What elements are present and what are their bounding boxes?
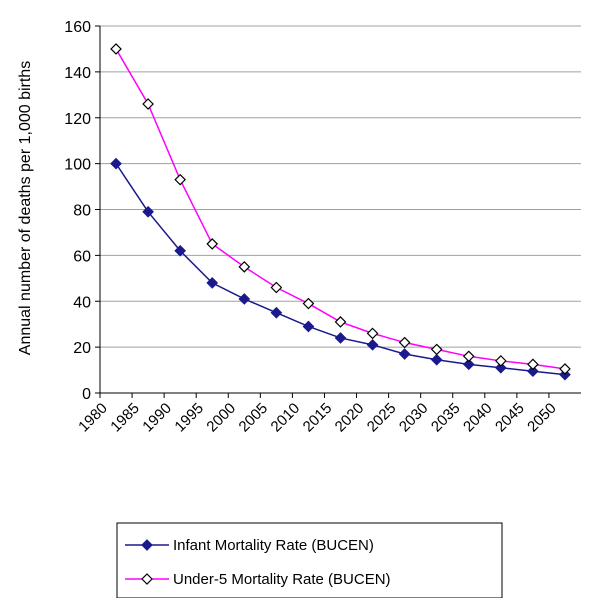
series-group — [110, 43, 571, 381]
x-tick-label: 2035 — [428, 400, 464, 436]
legend-marker-swatch — [141, 573, 153, 585]
legend-box — [116, 522, 503, 599]
x-tick-label: 2005 — [236, 400, 272, 436]
data-point-marker — [238, 293, 251, 305]
x-tick-label: 1995 — [171, 400, 207, 436]
tick-labels: 0204060801001201401601980198519901995200… — [64, 19, 559, 435]
x-tick-label: 2040 — [460, 400, 496, 436]
legend-entry-2: Under-5 Mortality Rate (BUCEN) — [125, 571, 391, 588]
gridlines — [100, 25, 581, 348]
y-axis-title: Annual number of deaths per 1,000 births — [17, 61, 34, 355]
data-point-marker — [494, 355, 507, 367]
y-tick-label: 100 — [64, 157, 91, 174]
data-point-marker — [238, 260, 251, 273]
x-tick-label: 2025 — [364, 400, 400, 436]
x-tick-label: 2030 — [396, 400, 432, 436]
y-tick-label: 0 — [82, 386, 91, 403]
legend-label: Under-5 Mortality Rate (BUCEN) — [173, 571, 391, 588]
data-point-marker — [430, 343, 443, 356]
y-tick-label: 60 — [73, 248, 91, 265]
y-tick-label: 40 — [73, 294, 91, 311]
data-point-marker — [462, 358, 475, 371]
data-point-marker — [398, 336, 411, 349]
y-tick-label: 140 — [64, 65, 91, 82]
data-point-marker — [110, 157, 122, 170]
data-point-marker — [302, 297, 315, 310]
x-tick-label: 2010 — [268, 400, 304, 436]
data-point-marker — [366, 327, 379, 340]
x-tick-label: 2015 — [300, 400, 336, 436]
x-tick-label: 2050 — [524, 400, 560, 436]
y-tick-label: 160 — [64, 19, 91, 36]
data-point-marker — [334, 332, 347, 344]
y-tick-label: 20 — [73, 340, 91, 357]
data-point-marker — [527, 358, 539, 371]
x-tick-label: 1985 — [107, 400, 143, 436]
data-point-marker — [206, 238, 219, 250]
y-tick-label: 80 — [73, 203, 91, 220]
data-point-marker — [270, 306, 283, 319]
data-point-marker — [334, 316, 347, 328]
legend-entry-1: Infant Mortality Rate (BUCEN) — [125, 537, 374, 554]
data-point-marker — [494, 361, 507, 374]
x-tick-label: 2020 — [332, 400, 368, 436]
data-point-marker — [174, 173, 187, 186]
data-point-marker — [430, 353, 443, 366]
axes — [95, 25, 581, 398]
legend-marker-swatch — [141, 539, 153, 551]
x-tick-label: 2045 — [492, 400, 528, 436]
x-tick-label: 1990 — [139, 400, 175, 436]
data-point-marker — [142, 205, 154, 218]
y-tick-label: 120 — [64, 111, 91, 128]
data-point-marker — [398, 348, 411, 360]
series-1 — [110, 157, 571, 381]
data-point-marker — [302, 320, 315, 333]
data-point-marker — [366, 338, 379, 351]
x-tick-label: 1980 — [75, 400, 111, 436]
series-2 — [110, 43, 571, 375]
data-point-marker — [174, 244, 187, 257]
data-point-marker — [206, 277, 219, 289]
data-point-marker — [270, 281, 283, 294]
data-point-marker — [142, 98, 154, 110]
data-point-marker — [527, 365, 539, 378]
x-tick-label: 2000 — [203, 400, 239, 436]
legend-label: Infant Mortality Rate (BUCEN) — [173, 537, 374, 554]
data-point-marker — [462, 350, 475, 363]
data-point-marker — [110, 43, 122, 55]
legend: Infant Mortality Rate (BUCEN) Under-5 Mor… — [116, 522, 503, 599]
data-point-marker — [559, 363, 571, 375]
